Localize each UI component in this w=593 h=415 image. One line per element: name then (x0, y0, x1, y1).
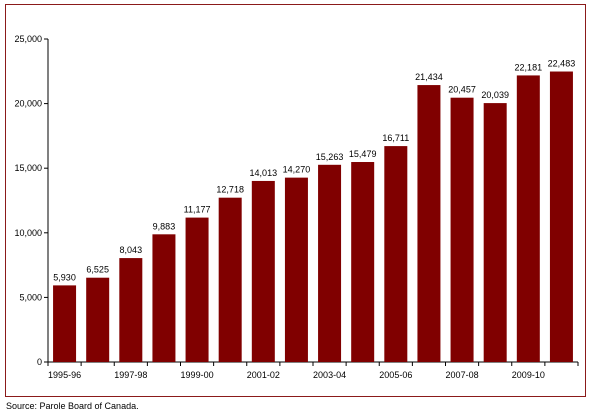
bar-1999-00 (185, 217, 209, 362)
bar-1998-99 (152, 234, 176, 362)
bar-2008-09 (483, 103, 507, 362)
data-label-1998-99: 9,883 (153, 221, 176, 231)
data-label-2009-10: 22,181 (515, 62, 543, 72)
x-tick-label: 1999-00 (181, 370, 214, 380)
source-note: Source: Parole Board of Canada. (6, 401, 139, 411)
data-label-1997-98: 8,043 (120, 245, 143, 255)
data-label-1996-97: 6,525 (86, 265, 109, 275)
bar-2009-10 (516, 75, 540, 362)
x-tick-label: 2005-06 (379, 370, 412, 380)
bar-2010-11 (549, 71, 573, 362)
bar-2003-04 (318, 164, 342, 362)
bar-2006-07 (417, 85, 441, 362)
data-label-2005-06: 16,711 (382, 133, 409, 143)
bar-2007-08 (450, 97, 474, 362)
y-tick-label: 0 (37, 357, 42, 367)
bar-2000-01 (218, 197, 242, 362)
y-tick-label: 5,000 (19, 292, 42, 302)
y-tick-label: 20,000 (14, 99, 42, 109)
data-label-1999-00: 11,177 (184, 205, 211, 215)
x-tick-label: 2003-04 (313, 370, 346, 380)
bar-2005-06 (384, 146, 408, 362)
bar-1997-98 (119, 258, 143, 362)
data-label-2008-09: 20,039 (481, 90, 509, 100)
data-label-2007-08: 20,457 (448, 85, 476, 95)
data-label-2010-11: 22,483 (548, 59, 576, 69)
data-label-2000-01: 12,718 (216, 185, 244, 195)
bar-1995-96 (53, 285, 77, 362)
x-tick-label: 2001-02 (247, 370, 280, 380)
x-tick-label: 1995-96 (48, 370, 81, 380)
x-tick-label: 2009-10 (512, 370, 545, 380)
data-label-2006-07: 21,434 (415, 72, 443, 82)
y-tick-label: 15,000 (14, 163, 42, 173)
bar-chart: 0 5,000 10,000 15,000 20,000 25,000 5,930 1995-… (14, 34, 579, 380)
data-label-2001-02: 14,013 (250, 168, 278, 178)
bar-1996-97 (86, 277, 110, 362)
x-tick-label: 1997-98 (114, 370, 147, 380)
data-label-1995-96: 5,930 (53, 272, 76, 282)
x-tick-label: 2007-08 (446, 370, 479, 380)
bar-2002-03 (284, 177, 308, 362)
data-label-2004-05: 15,479 (349, 149, 377, 159)
data-label-2002-03: 14,270 (283, 165, 311, 175)
bar-2001-02 (251, 180, 275, 362)
y-tick-label: 25,000 (14, 34, 42, 44)
chart-frame: 0 5,000 10,000 15,000 20,000 25,000 5,930 1995-… (5, 4, 586, 397)
y-tick-label: 10,000 (14, 228, 42, 238)
data-label-2003-04: 15,263 (316, 152, 344, 162)
bar-2004-05 (351, 162, 375, 362)
